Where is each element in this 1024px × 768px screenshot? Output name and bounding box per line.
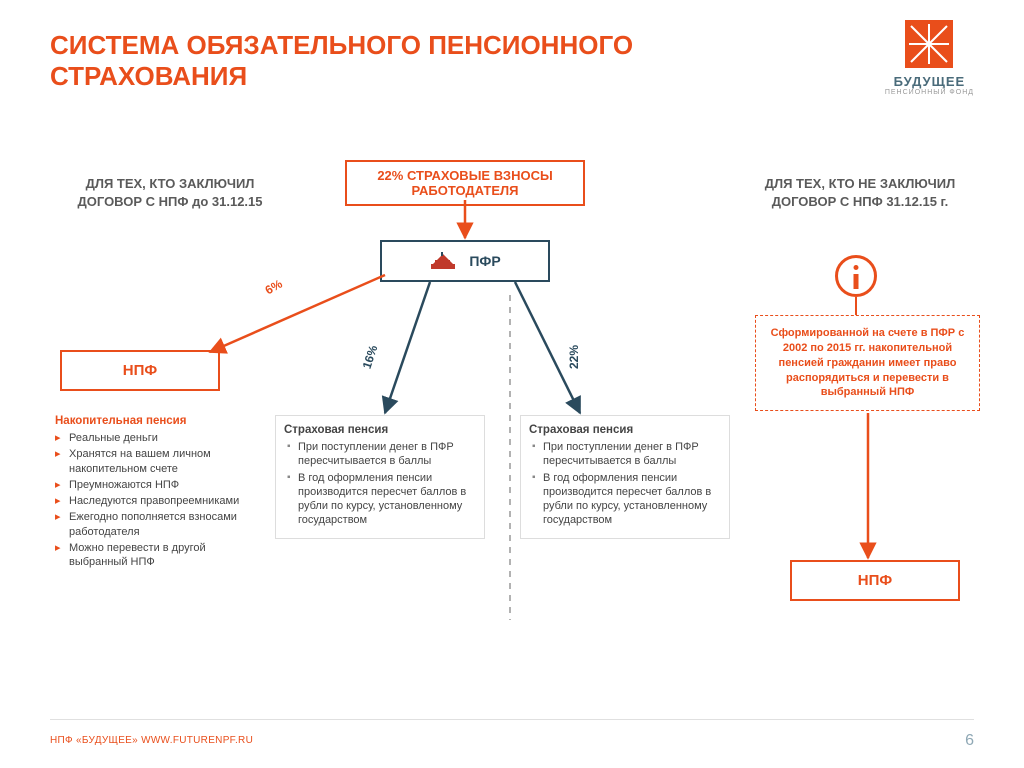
col-insurance-16-list: При поступлении денег в ПФР пересчитывае… <box>284 440 476 528</box>
pfr-icon <box>429 250 457 272</box>
list-item: В год оформления пенсии производится пер… <box>284 471 476 528</box>
logo-sub: ПЕНСИОННЫЙ ФОНД <box>885 89 974 96</box>
col-insurance-22-list: При поступлении денег в ПФР пересчитывае… <box>529 440 721 528</box>
list-item: Ежегодно пополняется взносами работодате… <box>55 510 250 539</box>
page-title: СИСТЕМА ОБЯЗАТЕЛЬНОГО ПЕНСИОННОГО СТРАХО… <box>50 30 650 92</box>
info-icon <box>835 255 877 297</box>
logo-name: БУДУЩЕЕ <box>885 74 974 89</box>
list-item: При поступлении денег в ПФР пересчитывае… <box>284 440 476 469</box>
list-item: При поступлении денег в ПФР пересчитывае… <box>529 440 721 469</box>
pfr-box: ПФР <box>380 240 550 282</box>
list-item: Наследуются правопреемниками <box>55 494 250 508</box>
pct-16: 16% <box>360 343 381 370</box>
col-accumulative-title: Накопительная пенсия <box>55 415 250 427</box>
contributions-box: 22% СТРАХОВЫЕ ВЗНОСЫ РАБОТОДАТЕЛЯ <box>345 160 585 206</box>
subhead-right: ДЛЯ ТЕХ, КТО НЕ ЗАКЛЮЧИЛ ДОГОВОР С НПФ 3… <box>740 175 980 210</box>
npf-left-box: НПФ <box>60 350 220 391</box>
pct-6: 6% <box>263 277 285 298</box>
pct-22: 22% <box>567 345 581 369</box>
subhead-left: ДЛЯ ТЕХ, КТО ЗАКЛЮЧИЛ ДОГОВОР С НПФ до 3… <box>55 175 285 210</box>
col-accumulative: Накопительная пенсия Реальные деньги Хра… <box>55 415 250 572</box>
list-item: Хранятся на вашем личном накопительном с… <box>55 447 250 476</box>
col-insurance-22: Страховая пенсия При поступлении денег в… <box>520 415 730 539</box>
list-item: Можно перевести в другой выбранный НПФ <box>55 541 250 570</box>
col-insurance-16: Страховая пенсия При поступлении денег в… <box>275 415 485 539</box>
list-item: В год оформления пенсии производится пер… <box>529 471 721 528</box>
logo: БУДУЩЕЕ ПЕНСИОННЫЙ ФОНД <box>885 20 974 96</box>
npf-right-box: НПФ <box>790 560 960 601</box>
col-insurance-16-title: Страховая пенсия <box>284 424 476 436</box>
page-number: 6 <box>965 732 974 750</box>
logo-icon <box>905 20 953 68</box>
info-note: Сформированной на счете в ПФР с 2002 по … <box>755 315 980 411</box>
list-item: Преумножаются НПФ <box>55 478 250 492</box>
col-accumulative-list: Реальные деньги Хранятся на вашем личном… <box>55 431 250 570</box>
footer-text: НПФ «БУДУЩЕЕ» WWW.FUTURENPF.RU <box>50 735 253 746</box>
list-item: Реальные деньги <box>55 431 250 445</box>
pfr-label: ПФР <box>469 253 500 269</box>
col-insurance-22-title: Страховая пенсия <box>529 424 721 436</box>
footer-divider <box>50 719 974 720</box>
